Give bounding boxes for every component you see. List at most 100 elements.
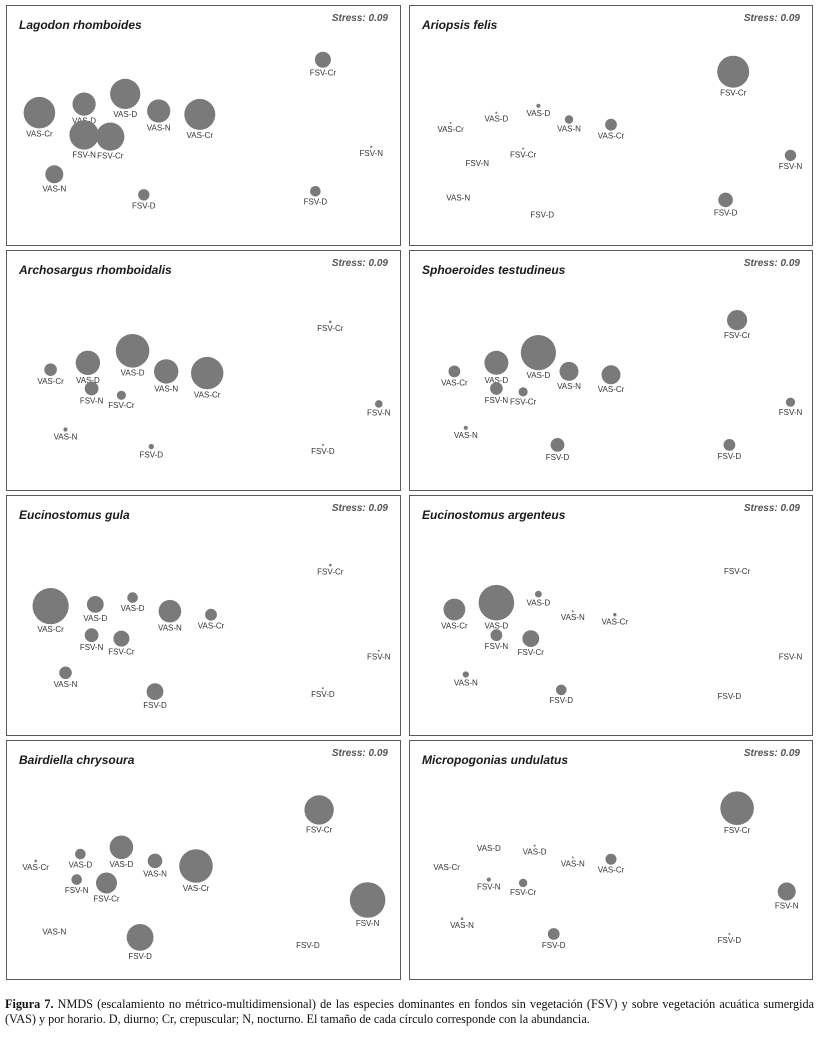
data-point: VAS-D — [526, 103, 551, 118]
abundance-bubble — [109, 835, 134, 860]
abundance-bubble — [321, 443, 324, 446]
point-label: FSV-N — [466, 159, 490, 168]
point-label: VAS-Cr — [37, 377, 64, 386]
data-point: VAS-D — [520, 335, 556, 380]
nmds-plot: Ariopsis felis Stress: 0.09 FSV-Cr VAS-Cr VA… — [421, 13, 803, 219]
data-point: VAS-D — [109, 835, 134, 869]
point-label: FSV-D — [304, 198, 328, 207]
point-label: VAS-N — [143, 869, 167, 878]
point-label: FSV-Cr — [510, 398, 537, 407]
data-point: VAS-N — [54, 666, 78, 689]
data-point: VAS-D — [115, 334, 150, 378]
point-label: FSV-Cr — [108, 401, 135, 410]
abundance-bubble — [564, 115, 574, 124]
point-label: VAS-N — [454, 431, 478, 440]
point-label: FSV-D — [311, 447, 335, 456]
nmds-plot: Eucinostomus argenteus Stress: 0.09 FSV-Cr… — [422, 503, 803, 705]
data-point: FSV-Cr — [108, 630, 135, 657]
data-point: VAS-Cr — [184, 98, 216, 140]
data-point: VAS-D — [121, 592, 145, 613]
data-point: FSV-Cr — [510, 387, 537, 407]
point-label: VAS-Cr — [198, 622, 225, 631]
nmds-plot: Lagodon rhomboides Stress: 0.09 VAS-Cr VAS-… — [19, 13, 388, 210]
data-point: FSV-Cr — [93, 872, 120, 904]
panel-title: Ariopsis felis — [421, 18, 498, 32]
abundance-bubble — [522, 630, 540, 647]
point-label: FSV-N — [779, 162, 803, 171]
data-point: VAS-Cr — [22, 859, 49, 872]
abundance-bubble — [718, 192, 733, 208]
data-point: FSV-D — [140, 443, 164, 459]
point-label: FSV-N — [72, 151, 96, 160]
abundance-bubble — [547, 928, 560, 940]
abundance-bubble — [605, 118, 617, 131]
point-label: FSV-Cr — [724, 567, 751, 576]
point-label: VAS-Cr — [22, 863, 49, 872]
point-label: FSV-Cr — [510, 888, 537, 897]
abundance-bubble — [310, 186, 321, 197]
abundance-bubble — [84, 628, 99, 643]
data-point: FSV-D — [304, 186, 328, 207]
point-label: FSV-D — [714, 208, 738, 217]
point-label: FSV-N — [65, 886, 89, 895]
nmds-plot: Eucinostomus gula Stress: 0.09 FSV-Cr VAS-C… — [19, 503, 391, 710]
abundance-bubble — [536, 103, 541, 108]
nmds-panel: Eucinostomus argenteus Stress: 0.09 FSV-Cr… — [409, 495, 813, 736]
point-label: VAS-D — [484, 115, 508, 124]
data-point: FSV-D — [550, 684, 573, 705]
abundance-bubble — [556, 684, 567, 696]
abundance-bubble — [784, 149, 797, 162]
point-label: VAS-N — [561, 860, 585, 869]
panel-title: Eucinostomus gula — [19, 508, 130, 522]
point-label: VAS-N — [147, 124, 171, 133]
data-point: FSV-N — [775, 882, 799, 911]
point-label: FSV-D — [140, 450, 164, 459]
abundance-bubble — [34, 859, 37, 863]
abundance-bubble — [720, 791, 754, 825]
point-label: VAS-D — [109, 860, 133, 869]
abundance-bubble — [535, 590, 542, 598]
point-label: FSV-N — [779, 408, 803, 417]
point-label: VAS-Cr — [602, 617, 629, 626]
nmds-panel: Sphoeroides testudineus Stress: 0.09 FSV-C… — [409, 250, 813, 491]
data-point: VAS-Cr — [441, 598, 468, 631]
nmds-plot: Sphoeroides testudineus Stress: 0.09 FSV-C… — [422, 258, 803, 462]
point-label: VAS-N — [42, 184, 66, 193]
data-point: FSV-D — [126, 924, 154, 961]
abundance-bubble — [63, 427, 68, 432]
panel-title: Lagodon rhomboides — [19, 18, 142, 32]
data-point: VAS-Cr — [598, 118, 625, 141]
nmds-panel: Micropogonias undulatus Stress: 0.09 FSV-C… — [409, 740, 813, 980]
point-label: VAS-N — [54, 433, 78, 442]
abundance-bubble — [601, 365, 621, 385]
abundance-bubble — [71, 874, 82, 885]
abundance-bubble — [448, 365, 461, 378]
data-point: VAS-N — [557, 361, 581, 391]
point-label: VAS-N — [557, 125, 581, 134]
panel-title: Micropogonias undulatus — [422, 753, 568, 767]
abundance-bubble — [377, 649, 380, 652]
abundance-bubble — [72, 92, 96, 116]
data-point: FSV-N — [779, 149, 803, 171]
abundance-bubble — [96, 872, 117, 894]
data-point: FSV-D — [530, 210, 554, 219]
abundance-bubble — [449, 121, 452, 124]
data-point: VAS-N — [154, 359, 179, 394]
data-point: FSV-Cr — [310, 51, 336, 78]
abundance-bubble — [113, 630, 130, 647]
point-label: FSV-N — [477, 883, 501, 892]
data-point: FSV-D — [714, 192, 738, 217]
data-point: FSV-Cr — [317, 563, 344, 576]
data-point: FSV-N — [466, 159, 490, 168]
abundance-bubble — [462, 671, 469, 678]
data-point: FSV-N — [80, 381, 104, 405]
data-point: FSV-N — [779, 397, 803, 417]
data-point: FSV-Cr — [518, 630, 544, 657]
data-point: FSV-D — [132, 189, 156, 210]
point-label: VAS-D — [83, 614, 107, 623]
data-point: VAS-N — [454, 425, 478, 440]
data-point: FSV-N — [477, 877, 501, 892]
stress-label: Stress: 0.09 — [332, 748, 389, 759]
abundance-bubble — [443, 598, 466, 621]
point-label: FSV-D — [718, 452, 742, 461]
